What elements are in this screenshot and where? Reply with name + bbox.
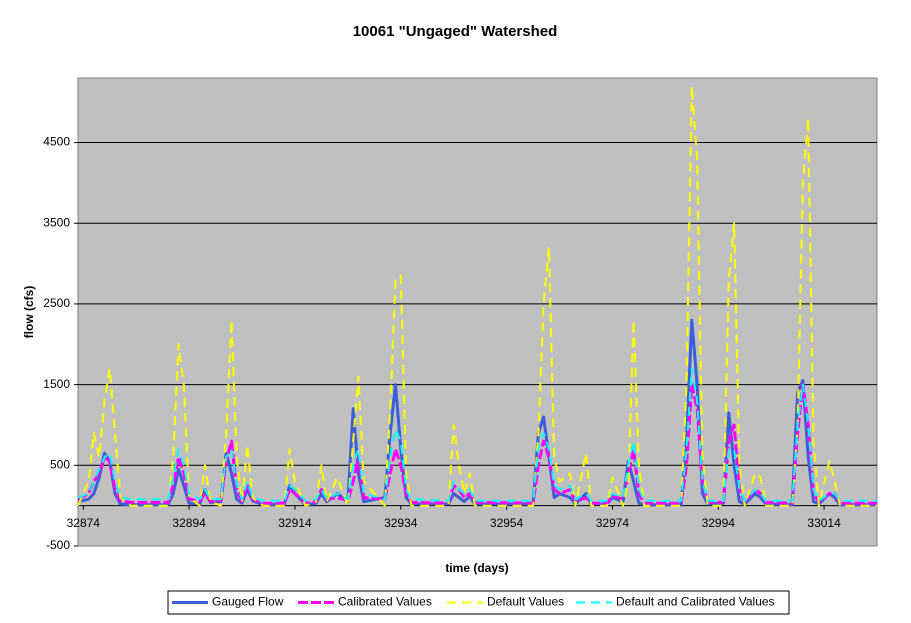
x-axis-title: time (days) xyxy=(445,561,508,575)
plot-area xyxy=(77,77,878,547)
series-line xyxy=(78,318,877,507)
x-tick-label: 32934 xyxy=(384,516,418,530)
y-tick-label: 1500 xyxy=(43,377,70,391)
plot-lines xyxy=(78,85,877,507)
legend-label: Default Values xyxy=(487,595,564,609)
x-tick-label: 32894 xyxy=(172,516,206,530)
series-line xyxy=(78,383,877,505)
y-tick-label: 500 xyxy=(50,457,70,471)
y-tick-label: -500 xyxy=(46,538,70,552)
x-tick-label: 32954 xyxy=(490,516,524,530)
x-tick-label: 32914 xyxy=(278,516,312,530)
chart-title: 10061 "Ungaged" Watershed xyxy=(353,23,558,40)
legend-label: Calibrated Values xyxy=(338,595,432,609)
series-line xyxy=(78,367,877,502)
y-tick-label: 2500 xyxy=(43,296,70,310)
y-tick-label: 3500 xyxy=(43,215,70,229)
x-tick-label: 33014 xyxy=(807,516,841,530)
y-tick-label: 4500 xyxy=(43,135,70,149)
x-tick-label: 32974 xyxy=(596,516,630,530)
series-line xyxy=(78,85,877,507)
x-tick-label: 32874 xyxy=(67,516,101,530)
y-axis-title: flow (cfs) xyxy=(22,286,36,339)
legend-label: Default and Calibrated Values xyxy=(616,595,775,609)
x-tick-label: 32994 xyxy=(702,516,736,530)
legend-label: Gauged Flow xyxy=(212,595,284,609)
